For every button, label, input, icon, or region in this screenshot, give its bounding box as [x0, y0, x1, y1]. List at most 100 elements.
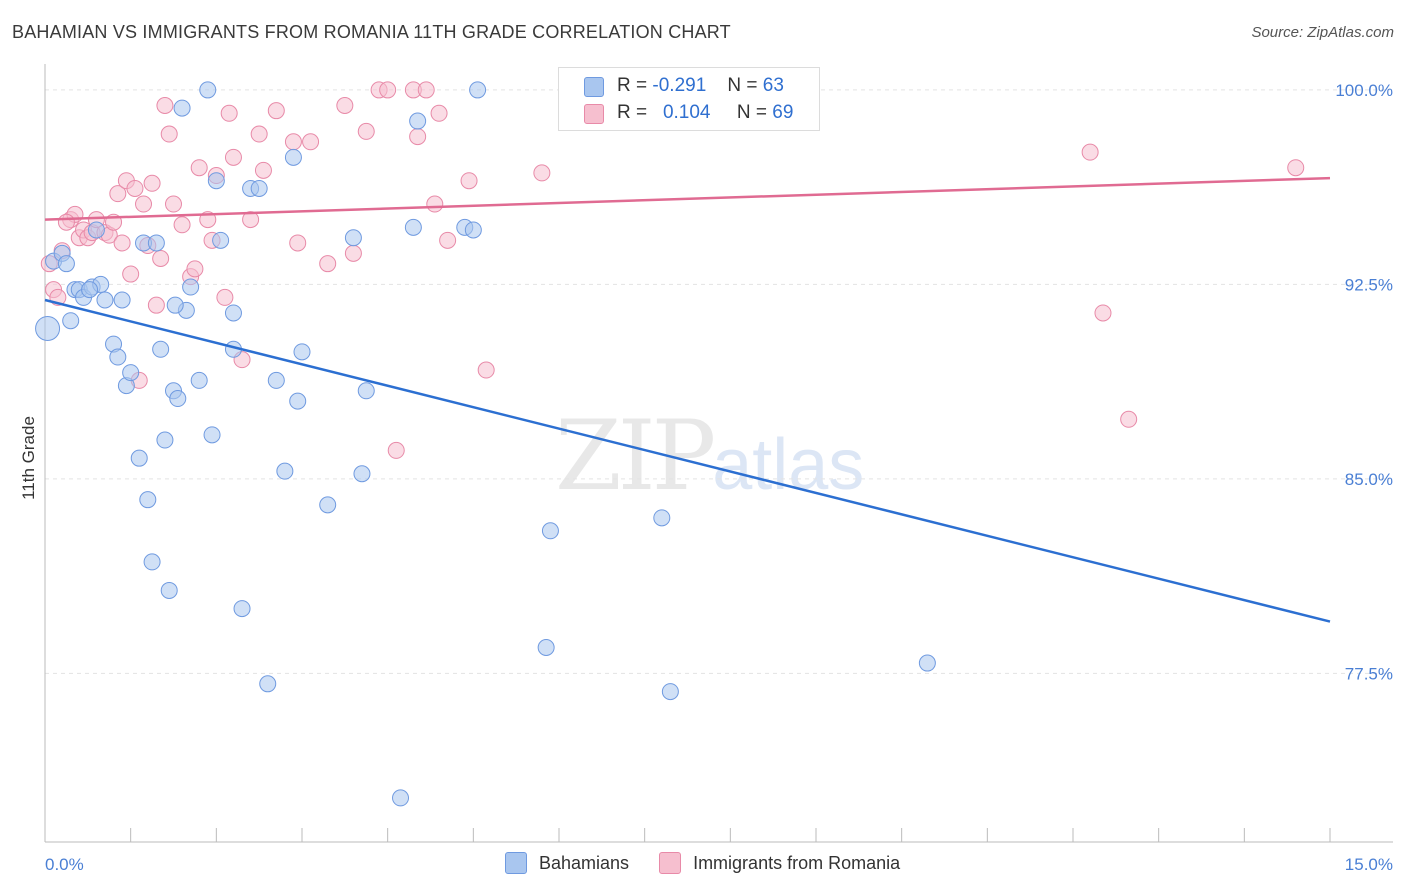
bahamians-point — [661, 683, 679, 701]
romania-point — [439, 231, 457, 249]
legend-r-label: R = — [617, 75, 648, 96]
bottom-legend: Bahamians Immigrants from Romania — [505, 852, 930, 874]
bahamians-point — [918, 654, 936, 672]
bahamians-point — [207, 172, 225, 190]
romania-point — [336, 96, 354, 114]
romania-point — [122, 265, 140, 283]
bahamians-point — [276, 462, 294, 480]
romania-point — [165, 195, 182, 213]
bahamians-point — [259, 675, 277, 693]
bahamians-point — [143, 553, 161, 571]
romania-point — [284, 133, 302, 151]
bahamians-point — [392, 789, 410, 807]
legend-swatch-blue — [584, 77, 604, 97]
bahamians-point — [96, 291, 114, 309]
bahamians-point — [357, 382, 375, 400]
series-bahamians-points — [35, 81, 936, 807]
romania-point — [357, 122, 375, 140]
romania-point — [190, 159, 208, 177]
bahamians-point — [203, 426, 221, 444]
bahamians-point — [113, 291, 131, 309]
bahamians-point — [122, 364, 140, 382]
romania-point — [417, 81, 435, 99]
bottom-legend-swatch-pink — [659, 852, 682, 874]
romania-point — [1287, 159, 1305, 177]
chart-title: BAHAMIAN VS IMMIGRANTS FROM ROMANIA 11TH… — [12, 22, 731, 42]
legend-n-label: N = — [727, 75, 758, 96]
bahamians-point — [173, 99, 191, 117]
bahamians-point — [464, 221, 482, 239]
bahamians-point — [109, 348, 127, 366]
romania-point — [160, 125, 178, 143]
bahamians-point — [541, 522, 559, 540]
tick-labels: 100.0% 92.5% 85.0% 77.5% 0.0% 15.0% — [45, 81, 1393, 874]
romania-point — [430, 104, 448, 122]
bahamians-point — [267, 371, 285, 389]
y-axis-label: 11th Grade — [19, 416, 38, 500]
romania-point — [289, 234, 307, 252]
romania-point — [460, 172, 478, 190]
romania-point — [1081, 143, 1099, 161]
romania-point — [224, 148, 242, 166]
bahamians-point — [147, 234, 165, 252]
romania-point — [409, 128, 427, 146]
trend-line-romania — [44, 176, 1331, 221]
bahamians-point — [537, 639, 555, 656]
romania-point — [379, 81, 397, 99]
bahamians-point — [212, 231, 230, 249]
bahamians-point — [62, 312, 80, 330]
bahamians-point — [653, 509, 671, 527]
trend-line-bahamians — [44, 298, 1331, 623]
romania-point — [477, 361, 495, 379]
romania-point — [387, 441, 405, 459]
bahamians-point — [182, 278, 200, 296]
romania-point — [135, 195, 153, 213]
romania-point — [113, 234, 131, 252]
bahamians-point — [130, 449, 148, 467]
legend-r-label: R = — [617, 102, 648, 123]
legend-text-pink: R = 0.104 N = 69 — [617, 102, 793, 124]
bahamians-point — [409, 112, 427, 130]
bahamians-point — [87, 221, 105, 239]
romania-point — [109, 185, 127, 203]
x-tick-label: 15.0% — [1345, 855, 1393, 874]
romania-point — [126, 179, 144, 197]
bahamians-point — [190, 371, 208, 389]
bottom-legend-label-blue: Bahamians — [539, 852, 630, 873]
bahamians-point — [233, 600, 251, 618]
romania-point — [173, 216, 191, 234]
romania-point — [156, 96, 174, 114]
bahamians-point — [353, 465, 371, 483]
trend-lines — [44, 176, 1331, 623]
watermark-zip: ZIP — [555, 400, 716, 512]
romania-point — [302, 133, 320, 151]
bahamians-point — [169, 390, 187, 408]
romania-point — [533, 164, 551, 182]
bahamians-point — [404, 218, 422, 236]
bahamians-point — [35, 316, 61, 342]
bahamians-point — [284, 148, 302, 166]
series-romania-points — [40, 81, 1305, 459]
legend-n-label: N = — [736, 102, 768, 123]
y-tick-label: 85.0% — [1345, 470, 1393, 489]
romania-point — [1094, 304, 1112, 322]
romania-point — [216, 288, 234, 306]
bahamians-point — [199, 81, 217, 99]
bahamians-point — [289, 392, 307, 410]
bahamians-point — [57, 255, 75, 273]
romania-point — [152, 250, 170, 267]
legend-n-value: 69 — [772, 102, 794, 123]
y-tick-label: 92.5% — [1345, 275, 1393, 294]
legend-r-value: -0.291 — [652, 75, 707, 96]
watermark: ZIPatlas — [555, 400, 864, 512]
romania-point — [1120, 410, 1138, 428]
romania-point — [319, 255, 337, 273]
watermark-atlas: atlas — [712, 425, 865, 505]
bahamians-point — [344, 229, 362, 247]
bahamians-point — [469, 81, 487, 99]
bahamians-point — [160, 581, 178, 599]
romania-point — [143, 174, 161, 192]
romania-point — [242, 211, 260, 229]
romania-point — [426, 195, 444, 213]
